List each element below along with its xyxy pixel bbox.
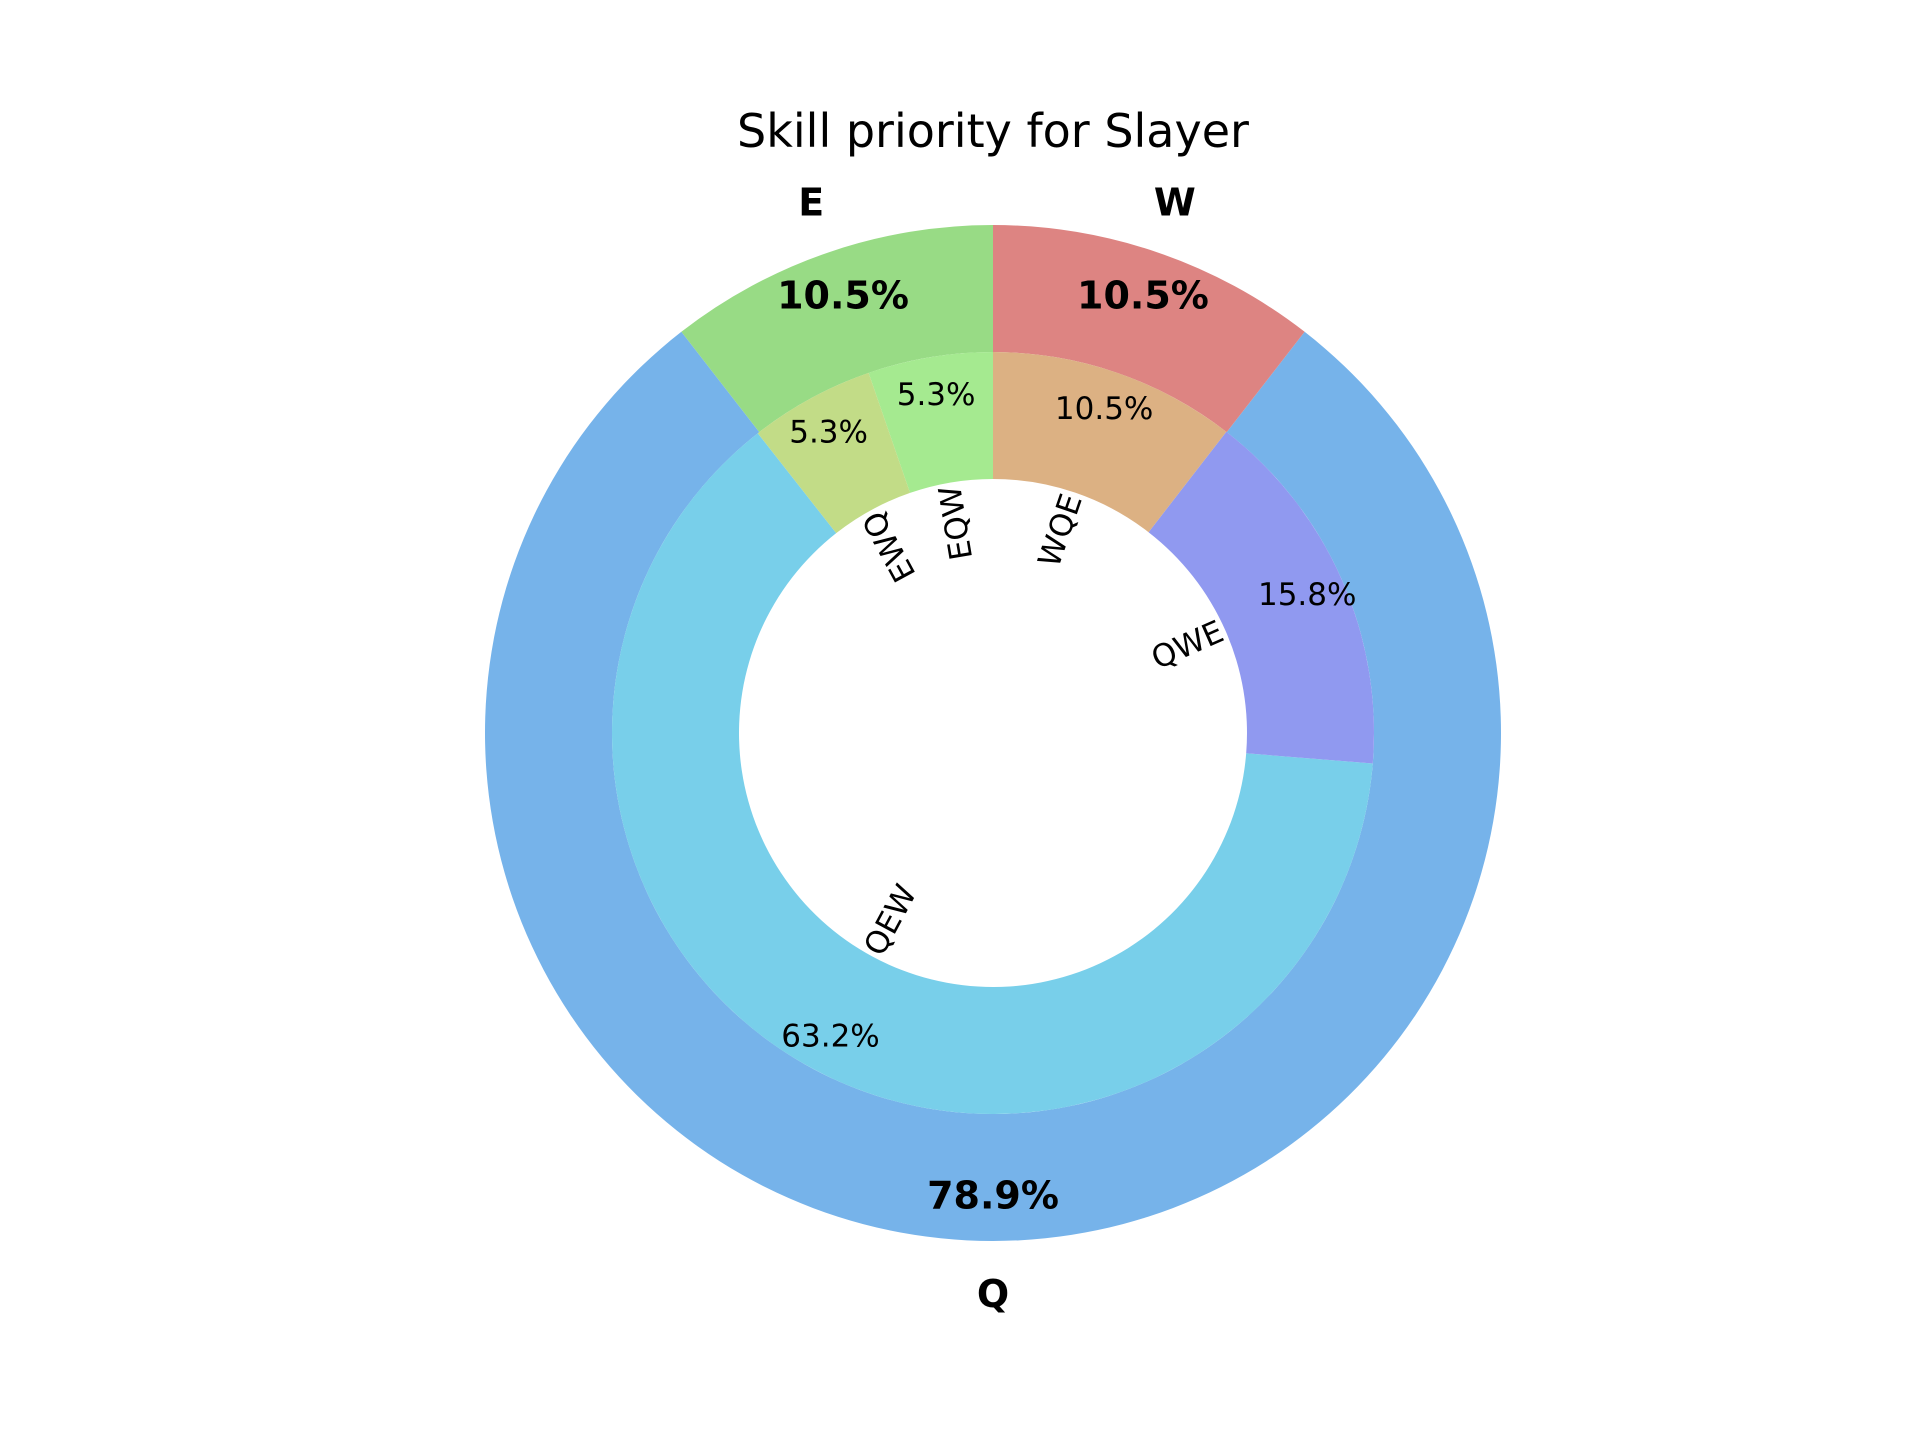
- outer-category-label-q: Q: [977, 1272, 1009, 1316]
- inner-category-label-qew: QEW: [857, 879, 924, 962]
- inner-slice-qew: [611, 433, 1373, 1114]
- outer-slice-w: [993, 225, 1305, 433]
- inner-category-label-qwe: QWE: [1146, 614, 1229, 677]
- inner-pct-label-ewq: 5.3%: [789, 414, 868, 450]
- outer-category-label-e: E: [798, 180, 824, 224]
- chart-title: Skill priority for Slayer: [737, 104, 1249, 158]
- inner-pct-label-qwe: 15.8%: [1258, 577, 1356, 613]
- outer-ring: [484, 225, 1501, 1241]
- outer-pct-label-w: 10.5%: [1077, 273, 1209, 317]
- inner-category-label-ewq: EWQ: [856, 505, 923, 588]
- outer-pct-label-e: 10.5%: [777, 273, 909, 317]
- inner-category-label-wqe: WQE: [1032, 489, 1090, 571]
- outer-slice-e: [681, 225, 993, 433]
- inner-slice-wqe: [993, 352, 1227, 533]
- inner-slice-eqw: [868, 352, 993, 493]
- inner-ring: [611, 352, 1374, 1114]
- outer-pct-label-q: 78.9%: [927, 1174, 1059, 1218]
- inner-pct-label-wqe: 10.5%: [1055, 391, 1153, 427]
- inner-pct-label-eqw: 5.3%: [897, 377, 976, 413]
- outer-category-label-w: W: [1154, 180, 1196, 224]
- inner-slice-ewq: [757, 372, 911, 534]
- inner-slice-qwe: [1148, 431, 1374, 764]
- inner-pct-label-qew: 63.2%: [781, 1019, 879, 1055]
- inner-category-label-eqw: EQW: [932, 483, 980, 563]
